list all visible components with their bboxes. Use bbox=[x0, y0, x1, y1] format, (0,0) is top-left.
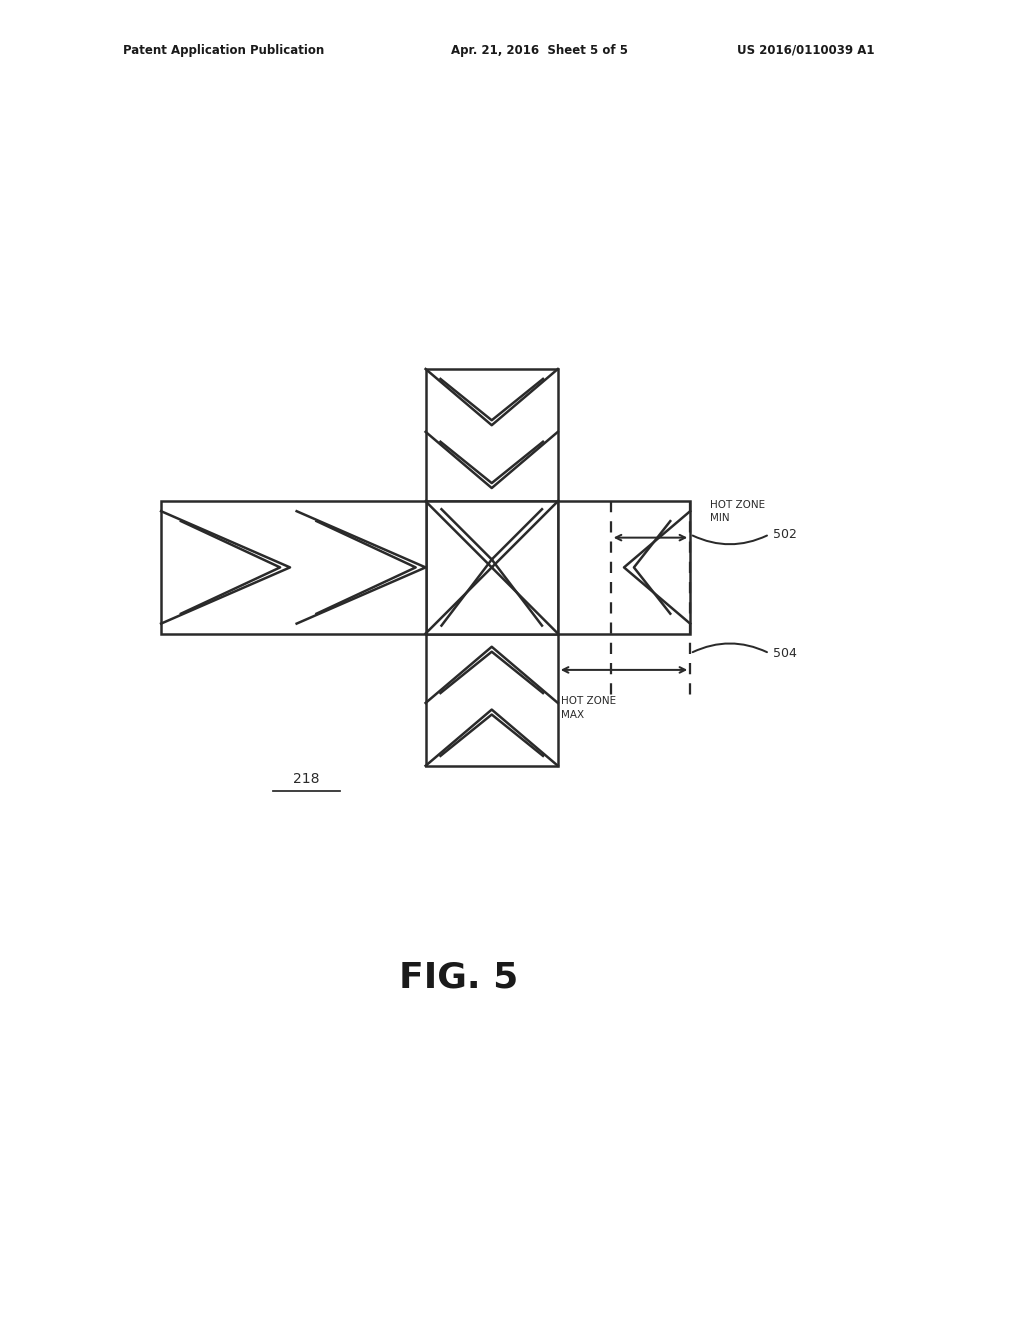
Text: HOT ZONE
MIN: HOT ZONE MIN bbox=[710, 499, 765, 523]
Bar bbox=[426, 370, 558, 502]
Bar bbox=[426, 502, 558, 634]
Text: 504: 504 bbox=[773, 647, 797, 660]
Text: 218: 218 bbox=[293, 772, 319, 785]
Text: Patent Application Publication: Patent Application Publication bbox=[123, 44, 325, 57]
Bar bbox=[558, 502, 690, 634]
Text: 502: 502 bbox=[773, 528, 797, 541]
Bar bbox=[161, 502, 426, 634]
Text: Apr. 21, 2016  Sheet 5 of 5: Apr. 21, 2016 Sheet 5 of 5 bbox=[451, 44, 628, 57]
Text: HOT ZONE
MAX: HOT ZONE MAX bbox=[561, 697, 616, 719]
Bar bbox=[426, 634, 558, 766]
Text: FIG. 5: FIG. 5 bbox=[399, 961, 518, 994]
Text: US 2016/0110039 A1: US 2016/0110039 A1 bbox=[737, 44, 874, 57]
